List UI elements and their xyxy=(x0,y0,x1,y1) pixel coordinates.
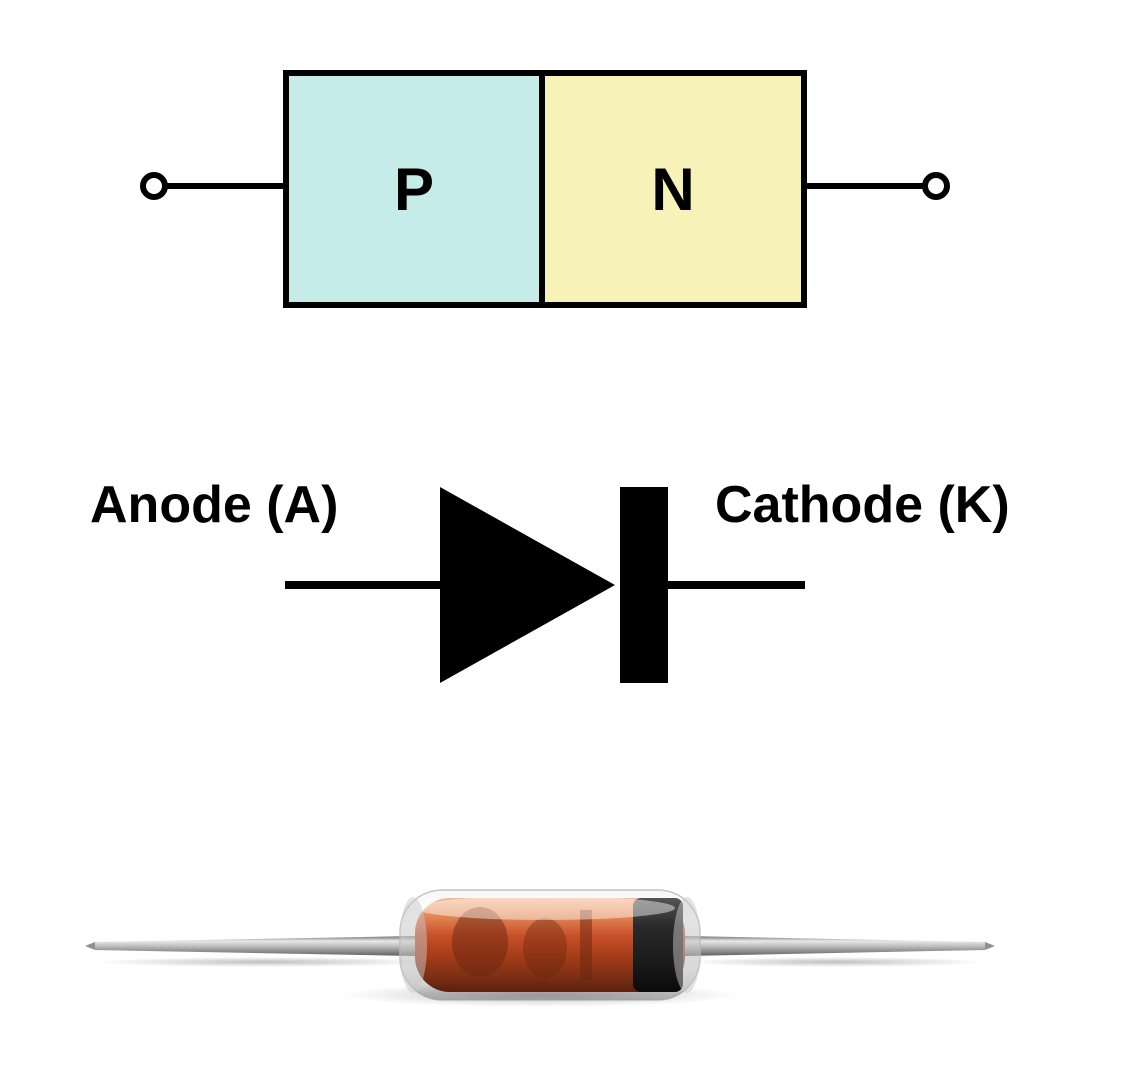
n-label: N xyxy=(651,155,694,224)
diode-symbol-svg xyxy=(285,475,805,695)
n-region: N xyxy=(545,76,801,302)
pn-junction-diagram: P N xyxy=(0,70,1122,320)
cathode-wire xyxy=(807,183,927,189)
p-region: P xyxy=(289,76,545,302)
pn-box-container: P N xyxy=(283,70,807,308)
cathode-terminal xyxy=(922,172,950,200)
diode-photo-svg xyxy=(85,880,995,1010)
p-label: P xyxy=(394,155,434,224)
anode-terminal xyxy=(140,172,168,200)
schematic-symbol-section: Anode (A) Cathode (K) xyxy=(0,475,1122,725)
physical-diode-section xyxy=(0,850,1122,1030)
anode-wire xyxy=(163,183,283,189)
